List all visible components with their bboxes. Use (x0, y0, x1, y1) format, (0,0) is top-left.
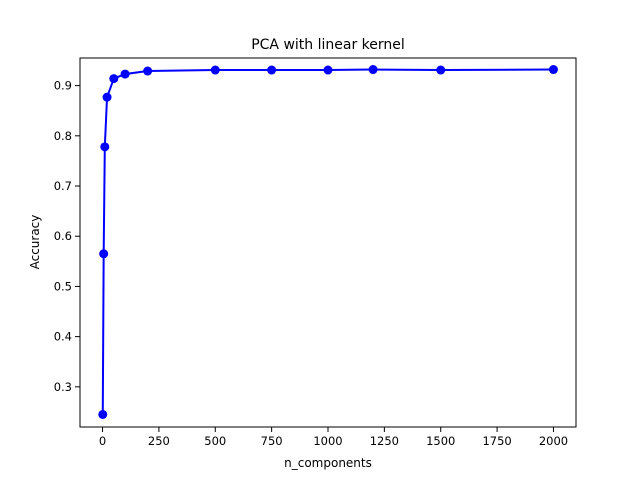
y-tick-label: 0.9 (54, 79, 72, 93)
y-tick-label: 0.6 (54, 229, 72, 243)
y-axis-ticks: 0.3 0.4 0.5 0.6 0.7 0.8 0.9 (54, 79, 80, 394)
chart-title: PCA with linear kernel (251, 37, 405, 53)
x-tick-label: 750 (261, 434, 283, 448)
x-tick-label: 500 (204, 434, 226, 448)
y-tick-label: 0.8 (54, 129, 72, 143)
data-point (109, 74, 119, 84)
x-axis-label: n_components (284, 456, 372, 470)
data-point (210, 65, 220, 75)
x-tick-label: 0 (99, 434, 106, 448)
series-line (101, 68, 555, 416)
x-tick-label: 1250 (370, 434, 399, 448)
data-point (436, 65, 446, 75)
x-tick-label: 1000 (313, 434, 342, 448)
data-point (98, 409, 108, 419)
y-tick-label: 0.4 (54, 330, 72, 344)
data-point (120, 69, 130, 79)
data-point (323, 65, 333, 75)
data-point (143, 66, 153, 76)
x-axis-ticks: 0 250 500 750 1000 1250 1500 1750 2000 (99, 427, 568, 448)
data-point (267, 65, 277, 75)
data-point (100, 142, 110, 152)
x-tick-label: 250 (148, 434, 170, 448)
plot-frame (79, 57, 577, 428)
y-tick-label: 0.7 (54, 179, 72, 193)
data-point (99, 249, 109, 259)
y-axis-label: Accuracy (28, 215, 42, 270)
y-tick-label: 0.5 (54, 279, 72, 293)
x-tick-label: 1500 (426, 434, 455, 448)
x-tick-label: 2000 (539, 434, 568, 448)
x-tick-label: 1750 (482, 434, 511, 448)
data-point (548, 65, 558, 75)
y-tick-label: 0.3 (54, 380, 72, 394)
series-points (98, 65, 558, 419)
data-point (368, 65, 378, 75)
data-point (102, 92, 112, 102)
